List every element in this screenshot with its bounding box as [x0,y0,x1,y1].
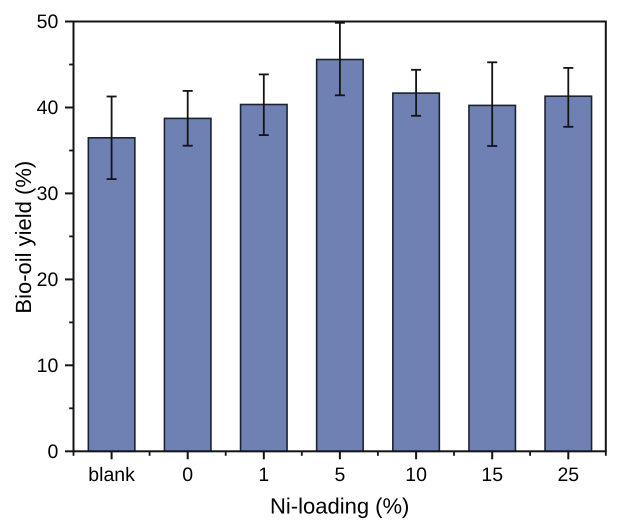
svg-text:blank: blank [88,464,135,486]
svg-text:40: 40 [37,97,59,119]
svg-text:0: 0 [182,464,193,486]
svg-text:0: 0 [47,441,58,463]
svg-text:20: 20 [37,269,59,291]
svg-text:10: 10 [405,464,427,486]
svg-text:25: 25 [557,464,579,486]
svg-text:5: 5 [334,464,345,486]
svg-text:10: 10 [37,355,59,377]
svg-text:Ni-loading (%): Ni-loading (%) [270,494,409,519]
svg-text:15: 15 [481,464,503,486]
svg-text:50: 50 [37,11,59,33]
svg-text:Bio-oil yield (%): Bio-oil yield (%) [11,161,36,314]
svg-text:1: 1 [258,464,269,486]
svg-text:30: 30 [37,183,59,205]
